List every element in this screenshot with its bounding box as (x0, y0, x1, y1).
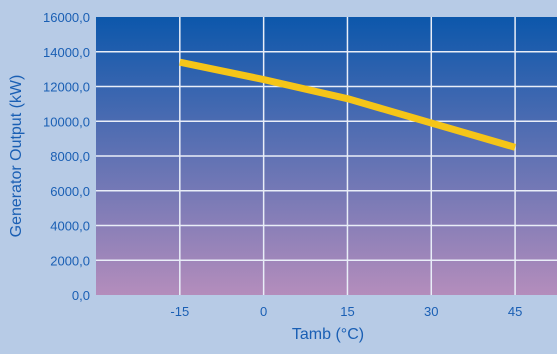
x-tick-label: 15 (340, 304, 354, 319)
y-axis-label: Generator Output (kW) (8, 75, 25, 238)
x-tick-label: 0 (260, 304, 267, 319)
series-layer (179, 58, 517, 151)
x-tick-label: 45 (508, 304, 522, 319)
x-tick-label: -15 (170, 304, 189, 319)
y-axis-ticks: 0,0 2000,0 4000,0 6000,0 8000,0 10000,0 12000,… (43, 10, 90, 303)
y-tick-label: 2000,0 (50, 253, 90, 268)
x-axis-label: Tamb (°C) (292, 326, 364, 343)
y-tick-label: 12000,0 (43, 80, 90, 95)
y-tick-label: 8000,0 (50, 149, 90, 164)
y-tick-label: 10000,0 (43, 114, 90, 129)
y-tick-label: 14000,0 (43, 45, 90, 60)
y-tick-label: 0,0 (72, 288, 90, 303)
x-axis-ticks: -15 0 15 30 45 (170, 304, 522, 319)
y-tick-label: 16000,0 (43, 10, 90, 25)
x-tick-label: 30 (424, 304, 438, 319)
y-tick-label: 4000,0 (50, 219, 90, 234)
series-line (179, 58, 517, 151)
y-tick-label: 6000,0 (50, 184, 90, 199)
